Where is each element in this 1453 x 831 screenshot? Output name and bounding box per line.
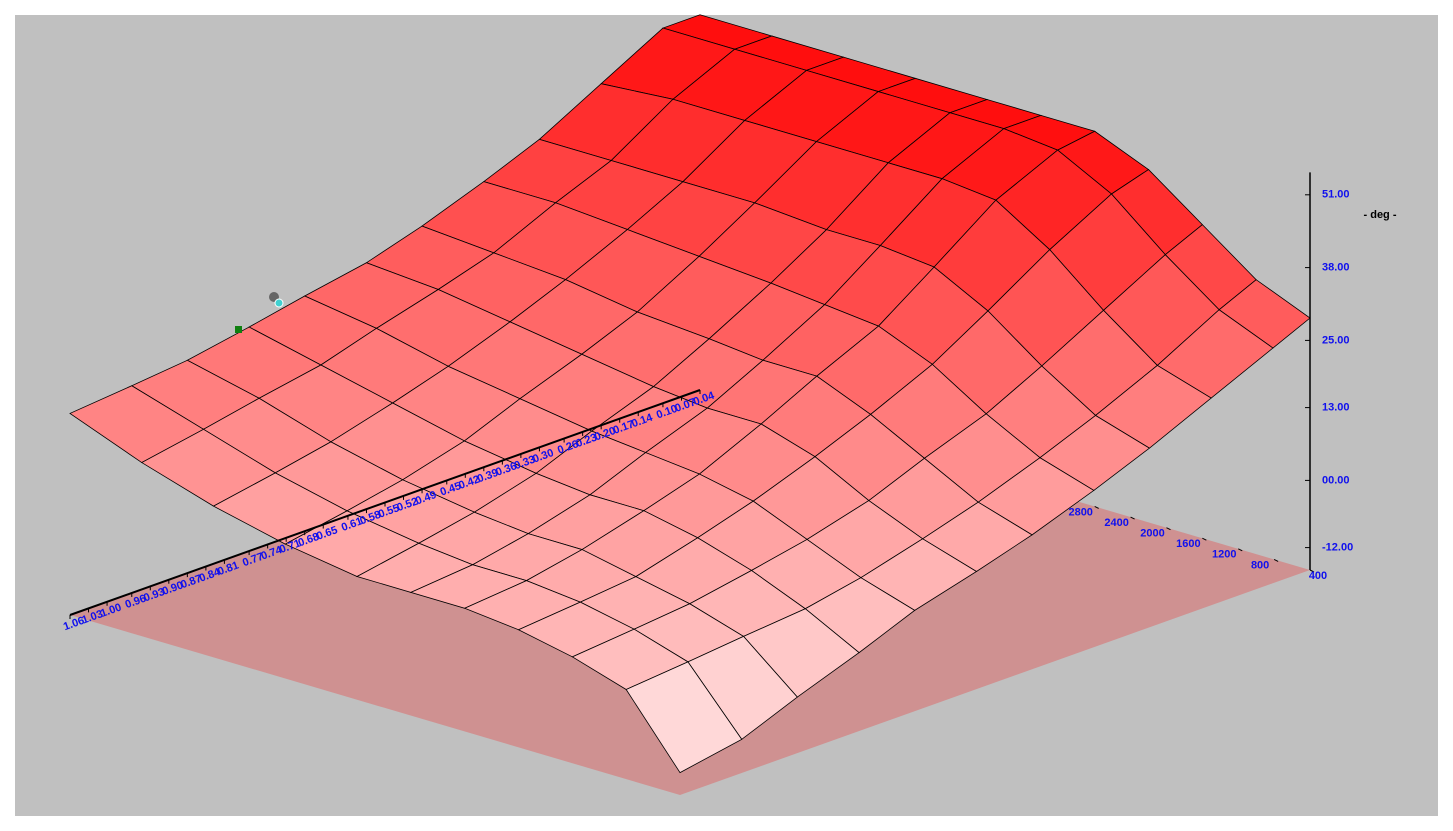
z-tick-label: 51.00 (1322, 189, 1350, 201)
y-tick-mark (1238, 548, 1243, 552)
z-tick-label: 38.00 (1322, 262, 1350, 274)
y-tick-mark (1166, 527, 1171, 531)
y-tick-label: 2000 (1140, 528, 1164, 540)
marker (235, 326, 242, 333)
marker (274, 298, 284, 308)
y-tick-label: 2400 (1104, 517, 1128, 529)
z-axis-unit: - deg - (1364, 209, 1397, 221)
y-tick-label: 400 (1309, 570, 1327, 582)
y-tick-mark (1202, 537, 1207, 541)
z-tick-label: 13.00 (1322, 402, 1350, 414)
y-tick-mark (1273, 558, 1279, 562)
surface-layer (69, 14, 1311, 774)
z-tick-label: -12.00 (1322, 542, 1353, 554)
y-tick-label: 1600 (1176, 538, 1200, 550)
z-tick-label: 00.00 (1322, 474, 1350, 486)
z-tick-label: 25.00 (1322, 334, 1350, 346)
y-tick-label: 800 (1251, 559, 1269, 571)
y-tick-mark (1094, 506, 1099, 509)
y-tick-mark (1309, 569, 1315, 573)
y-tick-label: 2800 (1068, 506, 1092, 518)
y-tick-label: 1200 (1212, 549, 1236, 561)
surface-facet (625, 661, 743, 774)
y-tick-mark (1130, 516, 1135, 520)
